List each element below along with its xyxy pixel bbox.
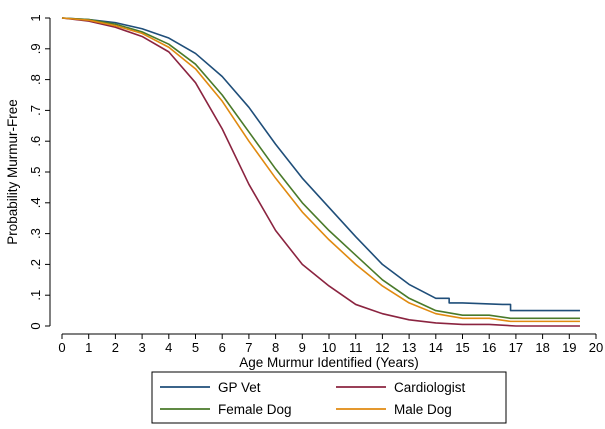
- y-tick-label: .8: [28, 74, 43, 85]
- x-tick-label: 2: [112, 340, 119, 355]
- x-tick-label: 10: [322, 340, 336, 355]
- y-ticks-group: 0 .1 .2 .3 .4 .5 .6 .7 .8 .9 1: [28, 14, 50, 330]
- series-group: [61, 17, 580, 327]
- x-tick-label: 4: [165, 340, 172, 355]
- legend: GP Vet Cardiologist Female Dog Male Dog: [151, 371, 507, 424]
- y-tick-label: .2: [28, 259, 43, 270]
- x-tick-label: 16: [482, 340, 496, 355]
- y-tick-label: 1: [28, 14, 43, 21]
- x-tick-label: 6: [219, 340, 226, 355]
- legend-label: Male Dog: [394, 402, 452, 417]
- x-tick-label: 13: [402, 340, 416, 355]
- x-tick-label: 11: [349, 340, 363, 355]
- legend-label: GP Vet: [218, 380, 261, 395]
- y-tick-label: .6: [28, 136, 43, 147]
- y-tick-label: .5: [28, 167, 43, 178]
- y-tick-label: .4: [28, 197, 43, 208]
- x-tick-label: 20: [589, 340, 603, 355]
- x-tick-label: 18: [535, 340, 549, 355]
- x-tick-label: 5: [192, 340, 199, 355]
- x-tick-label: 7: [245, 340, 252, 355]
- series-line: [61, 17, 580, 320]
- legend-label: Cardiologist: [394, 380, 466, 395]
- x-tick-label: 17: [509, 340, 523, 355]
- y-tick-label: .7: [28, 105, 43, 116]
- x-tick-label: 9: [299, 340, 306, 355]
- x-axis-title: Age Murmur Identified (Years): [239, 355, 419, 370]
- x-ticks-group: 0 1 2 3 4 5 6 7 8 9 10 11 12 13 14 15 16 17 18 19 20: [58, 334, 603, 355]
- legend-label: Female Dog: [218, 402, 292, 417]
- y-axis-title: Probability Murmur-Free: [5, 99, 20, 245]
- x-tick-label: 15: [455, 340, 469, 355]
- y-tick-label: .3: [28, 228, 43, 239]
- x-tick-label: 1: [85, 340, 92, 355]
- x-tick-label: 19: [562, 340, 576, 355]
- series-line: [61, 17, 580, 323]
- y-tick-label: .1: [28, 290, 43, 301]
- series-line: [61, 17, 580, 312]
- x-tick-label: 12: [375, 340, 389, 355]
- x-tick-label: 8: [272, 340, 279, 355]
- x-tick-label: 14: [429, 340, 443, 355]
- x-tick-label: 0: [58, 340, 65, 355]
- series-line: [61, 17, 580, 327]
- legend-box: [151, 371, 507, 424]
- y-tick-label: .9: [28, 43, 43, 54]
- x-tick-label: 3: [138, 340, 145, 355]
- y-tick-label: 0: [28, 322, 43, 329]
